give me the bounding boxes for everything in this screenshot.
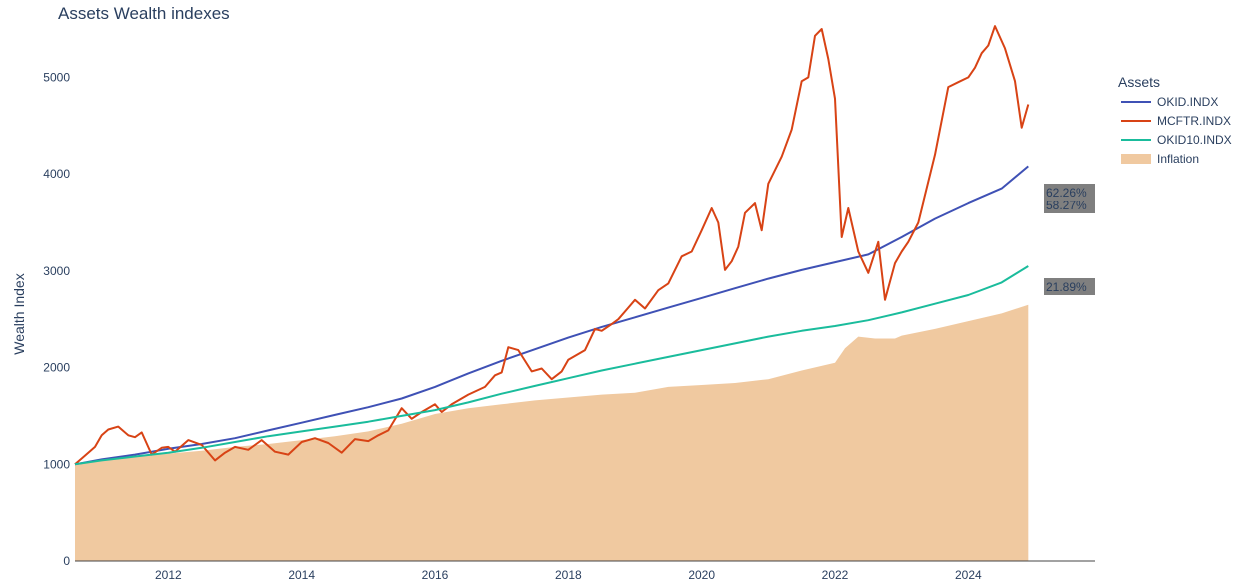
end-label-okid-indx: 62.26% bbox=[1044, 184, 1095, 201]
y-tick-label: 4000 bbox=[43, 167, 70, 181]
legend-label: OKID.INDX bbox=[1157, 95, 1218, 109]
y-tick-label: 0 bbox=[63, 554, 70, 568]
x-tick-label: 2012 bbox=[155, 568, 182, 582]
plot-area bbox=[74, 25, 1030, 561]
x-tick-label: 2022 bbox=[822, 568, 849, 582]
series-line-okid10-indx bbox=[74, 265, 1029, 466]
end-label-box bbox=[1044, 184, 1095, 201]
series-area-inflation bbox=[75, 304, 1029, 561]
legend-item-inflation[interactable]: Inflation bbox=[1121, 152, 1199, 166]
y-tick-label: 1000 bbox=[43, 457, 70, 471]
y-tick-label: 5000 bbox=[43, 70, 70, 84]
end-label-okid10-indx: 21.89% bbox=[1044, 278, 1095, 295]
y-tick-label: 3000 bbox=[43, 264, 70, 278]
end-labels: 58.27%62.26% 21.89% bbox=[1044, 184, 1095, 295]
legend-item-okid10-indx[interactable]: OKID10.INDX bbox=[1121, 133, 1232, 147]
x-tick-label: 2018 bbox=[555, 568, 582, 582]
legend-title: Assets bbox=[1118, 74, 1160, 90]
x-tick-label: 2020 bbox=[688, 568, 715, 582]
legend-label: Inflation bbox=[1157, 152, 1199, 166]
legend-item-mcftr-indx[interactable]: MCFTR.INDX bbox=[1121, 114, 1231, 128]
legend-item-okid-indx[interactable]: OKID.INDX bbox=[1121, 95, 1218, 109]
legend-label: OKID10.INDX bbox=[1157, 133, 1232, 147]
chart-title: Assets Wealth indexes bbox=[58, 4, 230, 23]
y-axis-ticks: 0 1000 2000 3000 4000 5000 bbox=[43, 70, 70, 568]
end-label-text: 21.89% bbox=[1046, 280, 1087, 294]
end-label-text: 62.26% bbox=[1046, 186, 1087, 200]
x-tick-label: 2014 bbox=[288, 568, 315, 582]
x-tick-label: 2024 bbox=[955, 568, 982, 582]
series-line-okid-indx bbox=[74, 165, 1029, 466]
x-axis-ticks: 2012 2014 2016 2018 2020 2022 2024 bbox=[155, 568, 982, 582]
end-label-box bbox=[1044, 278, 1095, 295]
end-label-text: 58.27% bbox=[1046, 198, 1087, 212]
legend-label: MCFTR.INDX bbox=[1157, 114, 1231, 128]
y-tick-label: 2000 bbox=[43, 361, 70, 375]
series-line-mcftr-indx bbox=[74, 25, 1030, 466]
legend[interactable]: Assets OKID.INDX MCFTR.INDX OKID10.INDX Infl… bbox=[1118, 74, 1232, 166]
y-axis-title: Wealth Index bbox=[11, 273, 27, 354]
x-tick-label: 2016 bbox=[422, 568, 449, 582]
legend-swatch bbox=[1121, 154, 1151, 164]
